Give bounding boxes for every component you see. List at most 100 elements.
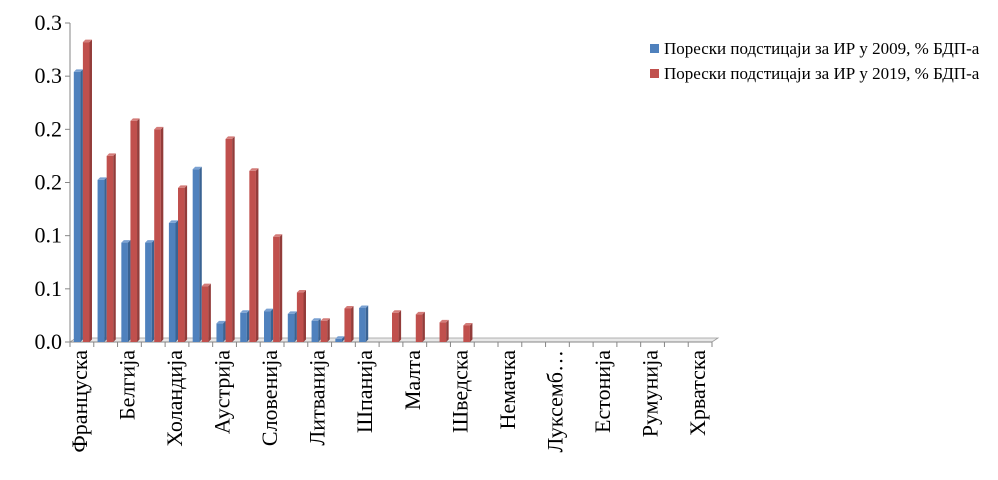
x-tick-label: Шведска [447, 350, 472, 433]
bar [97, 179, 105, 342]
bar-top [240, 310, 250, 313]
bar [192, 169, 200, 342]
bar-top [359, 305, 369, 308]
bar-top [273, 234, 283, 237]
x-tick-label: Луксемб… [542, 350, 567, 452]
y-tick-label: 0.3 [35, 63, 63, 88]
bar-top [320, 318, 330, 321]
bar-top [82, 39, 92, 43]
bar-side [398, 310, 402, 342]
bar-top [415, 311, 425, 315]
bar-top [97, 177, 107, 180]
x-tick-label: Аустрија [210, 350, 235, 434]
bar-side [469, 323, 473, 342]
bar [463, 325, 470, 342]
bar [106, 155, 114, 342]
bar-top [201, 283, 211, 287]
x-tick-label: Словенија [257, 350, 282, 446]
bar-side [89, 39, 92, 342]
bar-side [294, 311, 297, 342]
bar-side [365, 305, 369, 342]
bar-side [223, 320, 226, 342]
y-tick-label: 0.2 [35, 170, 63, 195]
x-axis: Француска Белгија Холандија Аустрија Словени… [67, 337, 720, 453]
legend-swatch-2019 [650, 69, 659, 78]
bar-side [318, 318, 321, 342]
bar-top [216, 320, 226, 324]
bar-side [255, 168, 259, 342]
bar [320, 320, 328, 342]
bar-side [446, 319, 449, 342]
x-tick-label: Белгија [114, 350, 139, 420]
bar-side [232, 136, 235, 342]
x-tick-label: Немачка [495, 350, 520, 430]
y-tick-label: 0.2 [35, 116, 63, 141]
bar-top [296, 290, 306, 293]
bar [168, 222, 176, 342]
bar [415, 314, 423, 342]
bar-side [341, 336, 345, 342]
x-tick-label: Малта [400, 350, 425, 410]
bar-top [168, 220, 178, 223]
x-tick-label: Румунија [638, 350, 663, 438]
bar-top [311, 318, 321, 321]
bar [201, 286, 209, 342]
bar [287, 313, 295, 342]
bar-top [463, 323, 473, 326]
bar [154, 129, 161, 342]
x-tick-label: Холандија [162, 350, 187, 447]
bar-side [80, 69, 83, 342]
bar-top [392, 310, 402, 313]
bar-side [351, 306, 354, 342]
bar [130, 120, 138, 343]
x-tick-label: Естонија [590, 350, 615, 433]
legend: Порески подстицаји за ИР у 2009, % БДП-а… [650, 36, 990, 86]
bar-top [130, 118, 140, 121]
bar-side [175, 220, 178, 342]
legend-swatch-2009 [650, 44, 659, 53]
bar-side [422, 311, 425, 342]
legend-label-2019: Порески подстицаји за ИР у 2019, % БДП-а [664, 64, 980, 83]
bar-side [104, 177, 107, 342]
x-tick-label: Хрватска [685, 350, 710, 436]
y-tick-label: 0.1 [35, 223, 63, 248]
bar-side [151, 240, 155, 342]
bar-top [264, 308, 274, 312]
bar [121, 242, 128, 342]
bar-top [439, 319, 449, 323]
bar-side [303, 290, 306, 342]
y-tick-label: 0.1 [35, 276, 63, 301]
y-tick-label: 0.0 [35, 329, 63, 354]
bar-side [184, 185, 188, 342]
bar [73, 71, 81, 342]
legend-label-2009: Порески подстицаји за ИР у 2009, % БДП-а [664, 39, 980, 58]
bar-top [192, 166, 202, 170]
bar [439, 322, 447, 342]
y-tick-label: 0.3 [35, 10, 63, 35]
bar-top [225, 136, 235, 139]
bar [249, 170, 256, 342]
bar-top [106, 153, 116, 156]
bar-side [127, 240, 131, 342]
bar [82, 42, 90, 342]
bar-side [113, 153, 116, 342]
bar-top [121, 240, 131, 243]
bar [145, 242, 152, 342]
bars [73, 39, 473, 343]
bar-top [178, 185, 188, 188]
bar-side [208, 283, 211, 342]
bar [178, 187, 185, 342]
bar [335, 338, 342, 342]
legend-item-2019: Порески подстицаји за ИР у 2019, % БДП-а [650, 61, 990, 86]
bar-side [279, 234, 283, 342]
x-tick-label: Француска [67, 350, 92, 453]
bar-top [145, 240, 155, 243]
bar [359, 307, 366, 342]
bar [311, 320, 319, 342]
bar [216, 323, 224, 342]
bar-side [137, 118, 140, 343]
y-axis: 0.0 0.1 0.1 0.2 0.2 0.3 0.3 [35, 10, 71, 354]
bar-top [249, 168, 259, 171]
bar-top [335, 336, 345, 339]
